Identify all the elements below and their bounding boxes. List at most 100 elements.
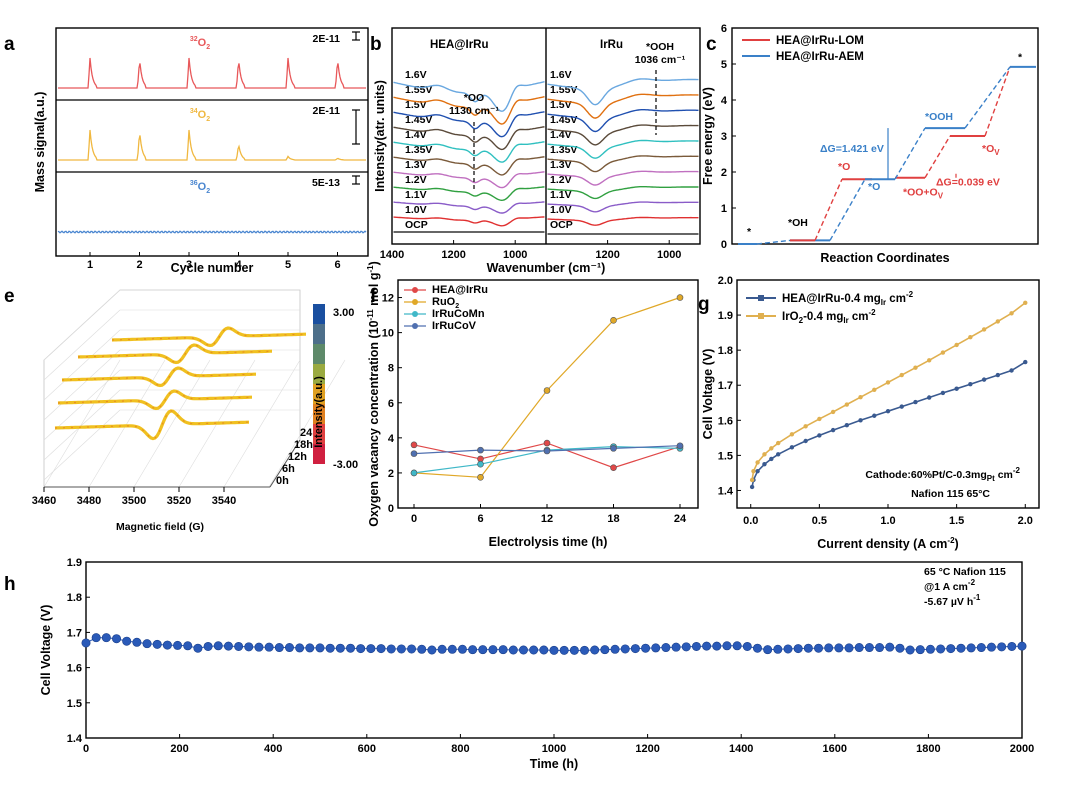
- panel-g-note-cathode: Cathode:60%Pt/C-0.3mgPt cm-2: [865, 466, 1020, 483]
- e-ytick-label: 18h: [294, 439, 313, 451]
- a-xtick-label: 6: [334, 259, 340, 271]
- g-ytick-label: 1.6: [718, 415, 733, 427]
- b-trace-right-1.4V: [547, 139, 699, 159]
- g-point-IrO2-0.4: [885, 380, 891, 385]
- e-trace-6h: [57, 389, 252, 411]
- g-point-IrO2-0.4: [872, 387, 877, 392]
- g-point-IrO2-0.4: [769, 446, 774, 451]
- b-potential-label-right: 1.6V: [550, 69, 572, 81]
- panel-letter-c: c: [706, 34, 717, 55]
- panel-g-axes: 0.0 0.5 1.0 1.5 2.0 1.4 1.5 1.6 1.7 1.8 1.9 2.0: [718, 275, 1033, 527]
- h-point: [518, 645, 528, 655]
- panel-e-colorbar: 3.00 -3.00 Intensity(a.u.): [313, 304, 358, 471]
- g-point-HEA@IrRu-0.4: [926, 395, 932, 400]
- g-point-HEA@IrRu-0.4: [940, 390, 946, 396]
- h-point: [305, 643, 315, 653]
- g-xtick-label: 0.0: [743, 515, 758, 527]
- b-potential-label-left: OCP: [405, 219, 428, 231]
- h-point: [101, 633, 111, 643]
- g-xtick-label: 2.0: [1018, 515, 1033, 527]
- c-aem-connector: [964, 66, 1011, 129]
- b-trace-right-1.3V: [547, 170, 699, 186]
- h-point: [234, 641, 244, 651]
- c-legend-label-HEA@IrRu-AEM: HEA@IrRu-AEM: [776, 51, 864, 63]
- g-legend-marker: [758, 295, 764, 301]
- g-ytick-label: 1.5: [718, 450, 733, 462]
- b-trace-left-1.55V: [393, 96, 545, 125]
- h-point: [478, 645, 488, 655]
- panel-h-xlabel: Time (h): [530, 757, 578, 771]
- h-point: [457, 644, 467, 654]
- trace-32O2: [58, 57, 366, 89]
- trace-label-36O2: 36O2: [190, 180, 210, 195]
- g-point-IrO2-0.4: [775, 440, 781, 446]
- h-point: [875, 643, 885, 653]
- g-point-HEA@IrRu-0.4: [844, 423, 850, 428]
- h-point: [498, 645, 508, 655]
- c-label-dg-aem: ΔG=1.421 eV: [820, 143, 884, 155]
- panel-h-axes: 0 200 400 600 800 1000 1200 1400 1600 1800 2000 1.4…: [67, 557, 1035, 755]
- panel-letter-h: h: [4, 574, 16, 595]
- panel-b-annot-right-2: 1036 cm⁻¹: [635, 54, 686, 66]
- g-point-HEA@IrRu-0.4: [954, 386, 959, 391]
- panel-c-legend: HEA@IrRu-LOM HEA@IrRu-AEM: [742, 35, 864, 63]
- e-trace-points-12h: [61, 367, 256, 387]
- h-ytick-label: 1.6: [67, 663, 82, 675]
- h-point: [620, 644, 630, 654]
- h-point: [773, 644, 783, 654]
- b-trace-left-1.45V: [393, 126, 545, 151]
- h-point: [925, 644, 935, 654]
- c-ytick-label: 0: [721, 239, 727, 251]
- e-xtick-label: 3520: [167, 495, 191, 507]
- panel-f-xlabel: Electrolysis time (h): [489, 535, 608, 549]
- panel-g: g 0.0 0.5 1.0 1.5 2.0 1.4 1.5 1.6 1.7 1.8 1.9 2.0 H…: [698, 275, 1040, 551]
- h-ytick-label: 1.7: [67, 627, 82, 639]
- e-trace-points-24h: [111, 327, 306, 347]
- e-trace-18h: [77, 343, 272, 365]
- h-point: [885, 642, 895, 652]
- e-xtick-label: 3460: [32, 495, 56, 507]
- e-colorbar-band: [313, 364, 325, 384]
- g-point-IrO2-0.4: [995, 319, 1001, 324]
- a-xtick-label: 3: [186, 259, 192, 271]
- f-ytick-label: 6: [388, 398, 394, 410]
- b-potential-label-right: 1.1V: [550, 189, 572, 201]
- h-point: [1017, 641, 1027, 651]
- f-ytick-label: 2: [388, 468, 394, 480]
- b-trace-right-1.0V: [547, 216, 699, 226]
- c-legend-label-HEA@IrRu-LOM: HEA@IrRu-LOM: [776, 35, 864, 47]
- g-legend-label-0: HEA@IrRu-0.4 mgIr cm-2: [782, 290, 914, 307]
- h-point: [274, 643, 284, 653]
- g-point-IrO2-0.4: [751, 468, 756, 474]
- h-xtick-label: 0: [83, 743, 89, 755]
- g-point-IrO2-0.4: [926, 358, 932, 363]
- c-lom-connector: [924, 135, 951, 179]
- f-legend-marker-HEA@IrRu: [412, 287, 418, 293]
- g-point-IrO2-0.4: [954, 342, 959, 348]
- panel-a-xlabel: Cycle number: [171, 261, 254, 275]
- b-trace-left-1.5V: [393, 111, 545, 138]
- c-label-star: *: [747, 226, 752, 238]
- panel-f-frame: [397, 279, 699, 509]
- h-point: [396, 644, 406, 654]
- b-potential-label-left: 1.0V: [405, 204, 427, 216]
- b-potential-label-left: 1.3V: [405, 159, 427, 171]
- f-xtick-label: 12: [541, 513, 553, 525]
- scale-label-32O2: 2E-11: [313, 33, 341, 45]
- h-point: [722, 641, 732, 651]
- panel-g-plot: [749, 300, 1028, 490]
- g-point-HEA@IrRu-0.4: [749, 484, 755, 490]
- b-potential-label-left: 1.4V: [405, 129, 427, 141]
- e-colorbar-band: [313, 444, 325, 464]
- h-xtick-label: 200: [170, 743, 188, 755]
- b-trace-right-1.55V: [547, 93, 699, 119]
- g-point-IrO2-0.4: [940, 350, 946, 355]
- h-point: [162, 640, 172, 650]
- g-xtick-label: 1.0: [880, 515, 895, 527]
- f-point-IrRuCoMn: [477, 460, 484, 468]
- h-point: [702, 641, 712, 651]
- g-point-HEA@IrRu-0.4: [885, 408, 891, 414]
- c-label-o-lom: *O: [838, 161, 850, 173]
